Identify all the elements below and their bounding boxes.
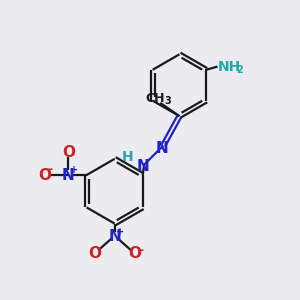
Text: +: + bbox=[116, 227, 124, 237]
Text: N: N bbox=[108, 230, 121, 244]
Text: 2: 2 bbox=[236, 65, 243, 75]
Text: N: N bbox=[62, 167, 75, 182]
Text: NH: NH bbox=[218, 60, 241, 74]
Text: 3: 3 bbox=[164, 96, 171, 106]
Text: CH: CH bbox=[145, 92, 165, 105]
Text: H: H bbox=[122, 150, 134, 164]
Text: -: - bbox=[47, 163, 52, 176]
Text: N: N bbox=[155, 141, 168, 156]
Text: -: - bbox=[138, 244, 143, 257]
Text: O: O bbox=[62, 145, 75, 160]
Text: O: O bbox=[38, 167, 51, 182]
Text: N: N bbox=[136, 159, 149, 174]
Text: +: + bbox=[70, 165, 78, 175]
Text: O: O bbox=[88, 246, 101, 261]
Text: O: O bbox=[128, 246, 141, 261]
